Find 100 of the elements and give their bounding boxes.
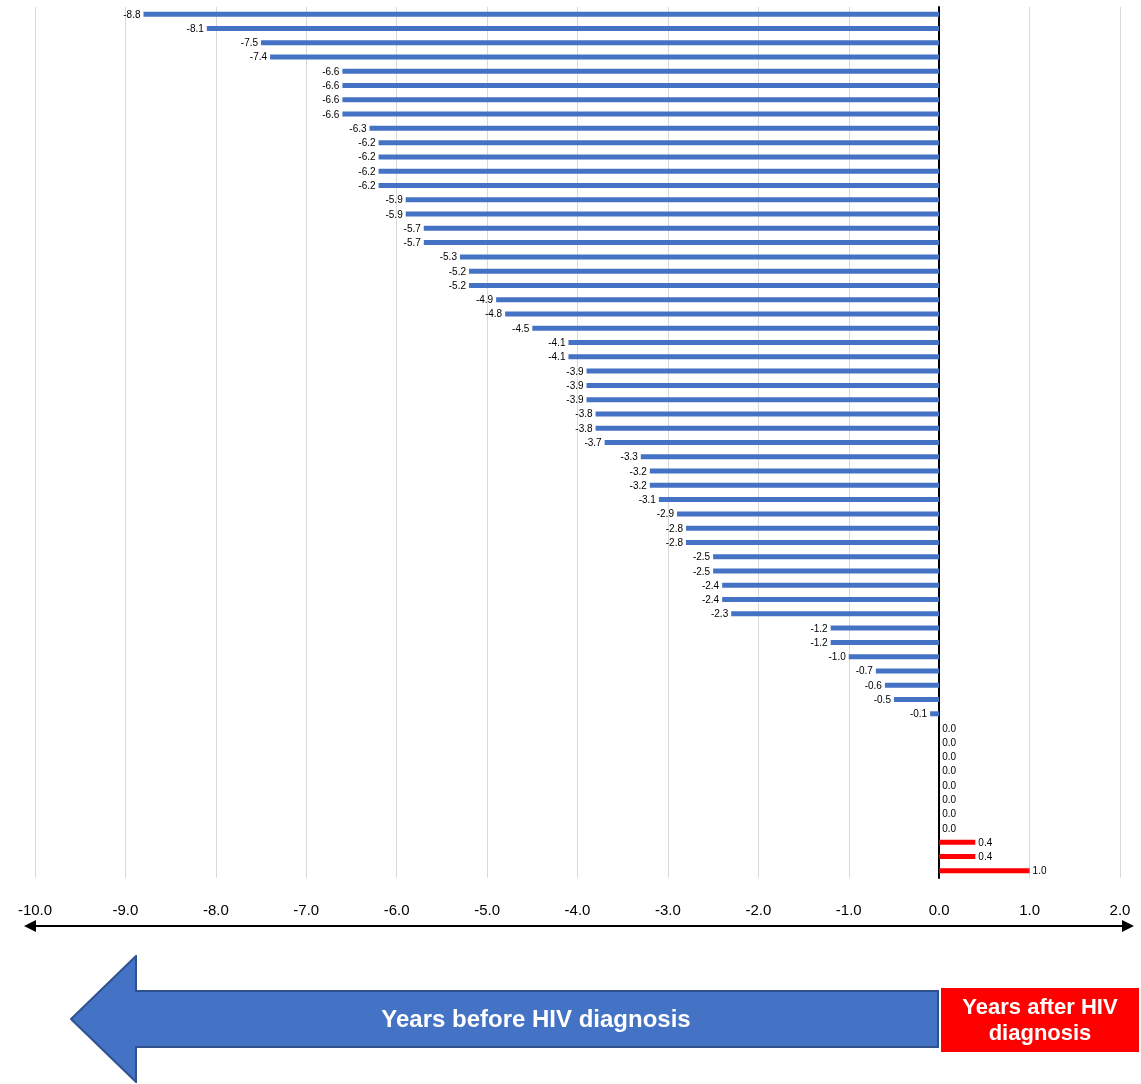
- x-tick-label: -10.0: [17, 901, 53, 918]
- data-label: -6.2: [358, 179, 377, 191]
- data-label: -2.5: [692, 551, 711, 563]
- bar: [378, 168, 940, 174]
- data-label: -8.1: [186, 22, 205, 34]
- data-label: -4.5: [512, 322, 530, 334]
- data-label: -3.9: [566, 394, 584, 406]
- bar: [469, 282, 940, 288]
- data-label: -2.4: [701, 594, 720, 606]
- data-label: -5.7: [403, 222, 422, 234]
- data-label: -2.5: [692, 565, 711, 577]
- bar: [713, 554, 940, 560]
- x-tick-label: -2.0: [745, 901, 772, 918]
- data-label: -2.8: [665, 522, 684, 534]
- bar: [713, 568, 940, 574]
- data-label: -2.4: [701, 579, 720, 591]
- x-tick-label: -4.0: [564, 901, 591, 918]
- bar: [342, 83, 940, 89]
- x-tick-label: 1.0: [1019, 901, 1041, 918]
- data-label: 0.0: [942, 765, 957, 777]
- data-label: -0.1: [909, 708, 928, 720]
- data-label: -2.3: [710, 608, 729, 620]
- data-label: -5.3: [439, 251, 458, 263]
- bar: [640, 454, 940, 460]
- bar: [939, 868, 1030, 874]
- data-label: -3.8: [575, 408, 594, 420]
- x-tick-label: -7.0: [293, 901, 320, 918]
- bar: [405, 197, 940, 203]
- data-label: 1.0: [1032, 865, 1047, 877]
- data-label: 0.0: [942, 779, 957, 791]
- bar: [206, 25, 940, 31]
- data-label: -3.2: [629, 465, 648, 477]
- bar: [893, 697, 940, 703]
- data-label: -3.9: [566, 379, 584, 391]
- data-label: 0.0: [942, 808, 957, 820]
- data-label: -8.8: [123, 8, 141, 20]
- x-tick-label: -5.0: [474, 901, 501, 918]
- data-label: -6.2: [358, 151, 377, 163]
- bar: [505, 311, 940, 317]
- bar: [342, 97, 940, 103]
- data-label: -0.5: [873, 694, 892, 706]
- bar: [830, 625, 940, 631]
- data-label: -4.1: [548, 337, 566, 349]
- data-label: -4.1: [548, 351, 566, 363]
- data-label: -3.8: [575, 422, 594, 434]
- data-label: -6.6: [322, 94, 340, 106]
- data-label: 0.0: [942, 722, 957, 734]
- data-label: 0.0: [942, 751, 957, 763]
- x-tick-label: -6.0: [383, 901, 410, 918]
- data-label: -3.1: [638, 494, 657, 506]
- data-label: -1.0: [828, 651, 847, 663]
- bar: [676, 511, 940, 517]
- bar: [496, 297, 940, 303]
- bar: [884, 682, 940, 688]
- data-label: -5.9: [385, 194, 404, 206]
- data-label: -0.7: [855, 665, 874, 677]
- x-tick-label: -1.0: [835, 901, 862, 918]
- bar: [586, 368, 940, 374]
- data-label: -2.8: [665, 536, 684, 548]
- data-label: 0.4: [978, 836, 993, 848]
- data-label: -4.8: [484, 308, 503, 320]
- data-label: 0.0: [942, 822, 957, 834]
- bar: [586, 397, 940, 403]
- data-label: 0.0: [942, 736, 957, 748]
- data-label: -5.9: [385, 208, 404, 220]
- data-label: -6.6: [322, 80, 340, 92]
- bar: [532, 325, 940, 331]
- bar: [378, 154, 940, 160]
- data-label: -1.2: [810, 636, 829, 648]
- bar: [568, 354, 940, 360]
- bar: [378, 182, 940, 188]
- data-label: 0.4: [978, 851, 993, 863]
- data-label: -5.7: [403, 237, 422, 249]
- bar: [143, 11, 940, 17]
- bar: [686, 525, 940, 531]
- x-tick-label: 0.0: [928, 901, 950, 918]
- bar: [604, 440, 940, 445]
- bar: [342, 68, 940, 74]
- bar: [875, 668, 940, 674]
- data-label: -6.2: [358, 165, 377, 177]
- data-label: -7.4: [249, 51, 268, 63]
- data-label: -6.6: [322, 65, 340, 77]
- bar: [405, 211, 940, 217]
- bar: [568, 340, 940, 346]
- bar: [369, 125, 940, 131]
- bar: [459, 254, 940, 260]
- x-tick-label: 2.0: [1109, 901, 1131, 918]
- x-tick-label: -8.0: [202, 901, 229, 918]
- data-label: -6.2: [358, 137, 377, 149]
- data-label: -2.9: [656, 508, 675, 520]
- data-label: -0.6: [864, 679, 883, 691]
- bar: [270, 54, 940, 60]
- data-label: -4.9: [475, 294, 494, 306]
- data-label: -6.3: [349, 122, 367, 134]
- data-label: -5.2: [448, 265, 467, 277]
- bar: [595, 411, 940, 417]
- data-label: -3.3: [620, 451, 639, 463]
- bar: [686, 539, 940, 545]
- bar: [939, 854, 976, 860]
- bar: [342, 111, 940, 117]
